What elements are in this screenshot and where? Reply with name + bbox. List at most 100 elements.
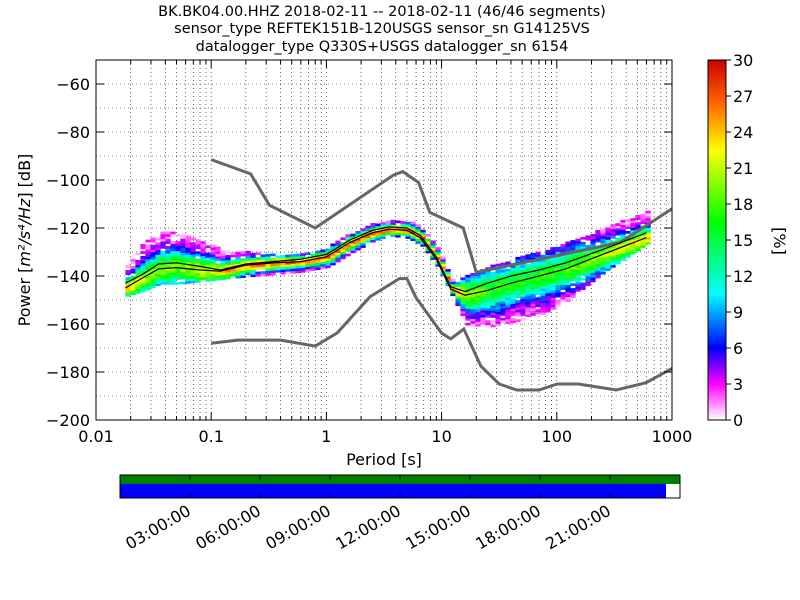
heatmap-cell [190, 247, 196, 250]
heatmap-cell [495, 323, 501, 327]
heatmap-cell [570, 242, 576, 246]
heatmap-cell [300, 253, 306, 256]
heatmap-cell [500, 286, 506, 290]
heatmap-cell [545, 264, 551, 267]
heatmap-cell [580, 270, 586, 274]
heatmap-cell [465, 322, 471, 326]
heatmap-cell [195, 239, 201, 242]
heatmap-cell [210, 264, 216, 267]
heatmap-cell [510, 318, 516, 321]
heatmap-cell [535, 251, 541, 255]
heatmap-cell [170, 282, 176, 285]
heatmap-cell [320, 266, 326, 269]
heatmap-cell [485, 308, 491, 311]
heatmap-cell [590, 262, 596, 266]
heatmap-cell [160, 277, 166, 280]
heatmap-cell [625, 252, 631, 256]
heatmap-cell [500, 269, 506, 273]
heatmap-cell [515, 283, 521, 286]
heatmap-cell [195, 280, 201, 283]
heatmap-cell [550, 256, 556, 260]
heatmap-cell [575, 284, 581, 287]
heatmap-cell [555, 278, 561, 281]
heatmap-cell [415, 238, 421, 242]
heatmap-cell [145, 256, 151, 260]
heatmap-cell [445, 276, 451, 279]
heatmap-cell [210, 247, 216, 250]
heatmap-cell [550, 297, 556, 301]
heatmap-cell [550, 285, 556, 289]
heatmap-cell [590, 277, 596, 280]
heatmap-cell [635, 246, 641, 249]
heatmap-cell [455, 289, 461, 292]
heatmap-cell [455, 281, 461, 285]
heatmap-cell [140, 246, 146, 250]
heatmap-cell [560, 282, 566, 286]
heatmap-cell [145, 258, 151, 262]
heatmap-cell [135, 276, 141, 280]
heatmap-cell [540, 305, 546, 308]
heatmap-cell [435, 254, 441, 258]
heatmap-cell [510, 308, 516, 312]
heatmap-cell [505, 316, 511, 320]
heatmap-cell [145, 266, 151, 269]
heatmap-cell [575, 281, 581, 285]
heatmap-cell [605, 239, 611, 243]
heatmap-cell [555, 266, 561, 269]
heatmap-cell [565, 265, 571, 269]
heatmap-cell [275, 267, 281, 271]
heatmap-cell [140, 251, 146, 254]
heatmap-cell [535, 266, 541, 269]
heatmap-cell [530, 253, 536, 256]
mean-psd-line [125, 226, 647, 293]
heatmap-cell [185, 259, 191, 263]
heatmap-cell [485, 313, 491, 316]
heatmap-cell [555, 287, 561, 291]
heatmap-cell [140, 277, 146, 281]
heatmap-cell [360, 238, 366, 241]
heatmap-cell [500, 320, 506, 323]
heatmap-cell [590, 248, 596, 252]
heatmap-cell [635, 248, 641, 252]
data-coverage-bar: 03:00:0006:00:0009:00:0012:00:0015:00:00… [119, 474, 681, 553]
heatmap-cell [155, 237, 161, 241]
heatmap-cell [395, 234, 401, 238]
heatmap-cell [410, 226, 416, 229]
heatmap-cell [410, 238, 416, 241]
heatmap-cell [440, 266, 446, 269]
heatmap-cell [505, 287, 511, 291]
heatmap-cell [605, 263, 611, 267]
heatmap-cell [645, 217, 651, 221]
heatmap-cell [500, 301, 506, 304]
heatmap-cell [525, 285, 531, 289]
heatmap-cell [135, 262, 141, 265]
heatmap-cell [505, 302, 511, 305]
heatmap-cell [610, 248, 616, 251]
heatmap-cell [490, 315, 496, 318]
coverage-time-label: 15:00:00 [402, 501, 474, 553]
heatmap-cell [495, 321, 501, 324]
heatmap-cell [245, 258, 251, 261]
heatmap-cell [310, 263, 316, 267]
heatmap-cell [310, 258, 316, 262]
heatmap-cell [135, 264, 141, 268]
heatmap-cell [145, 251, 151, 255]
heatmap-cell [175, 260, 181, 264]
heatmap-cell [530, 272, 536, 275]
heatmap-cell [430, 254, 436, 258]
heatmap-cell [170, 265, 176, 268]
heatmap-cell [515, 278, 521, 282]
heatmap-cell [600, 231, 606, 234]
heatmap-cell [460, 279, 466, 283]
heatmap-cell [480, 310, 486, 313]
noise-model-lines [125, 158, 672, 392]
heatmap-cell [545, 273, 551, 277]
heatmap-cell [440, 256, 446, 260]
heatmap-cell [320, 249, 326, 253]
heatmap-cell [465, 303, 471, 307]
heatmap-cell [185, 237, 191, 241]
heatmap-cell [245, 255, 251, 259]
coverage-time-label: 03:00:00 [122, 501, 194, 553]
heatmap-cell [545, 271, 551, 275]
heatmap-cell [620, 253, 626, 257]
